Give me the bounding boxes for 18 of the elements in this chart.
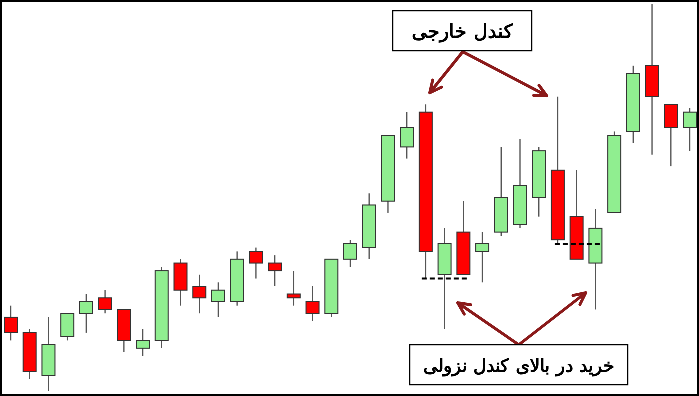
candlestick	[4, 305, 18, 342]
candlestick	[268, 254, 282, 288]
candlestick	[306, 286, 320, 322]
candlestick	[400, 112, 414, 160]
candlestick	[192, 274, 207, 314]
candlestick	[136, 328, 150, 357]
annotation: خرید در بالای کندل نزولی	[423, 356, 615, 377]
candlestick	[79, 294, 94, 334]
candlestick	[664, 104, 678, 168]
candlestick	[60, 313, 75, 342]
annotation: کندل خارجی	[412, 21, 514, 43]
candlestick	[211, 282, 226, 318]
candlestick	[344, 239, 358, 268]
candlestick	[683, 108, 697, 152]
candlestick	[98, 290, 112, 314]
candlestick	[286, 270, 301, 306]
candlestick	[249, 247, 264, 280]
candlestick	[476, 232, 490, 284]
